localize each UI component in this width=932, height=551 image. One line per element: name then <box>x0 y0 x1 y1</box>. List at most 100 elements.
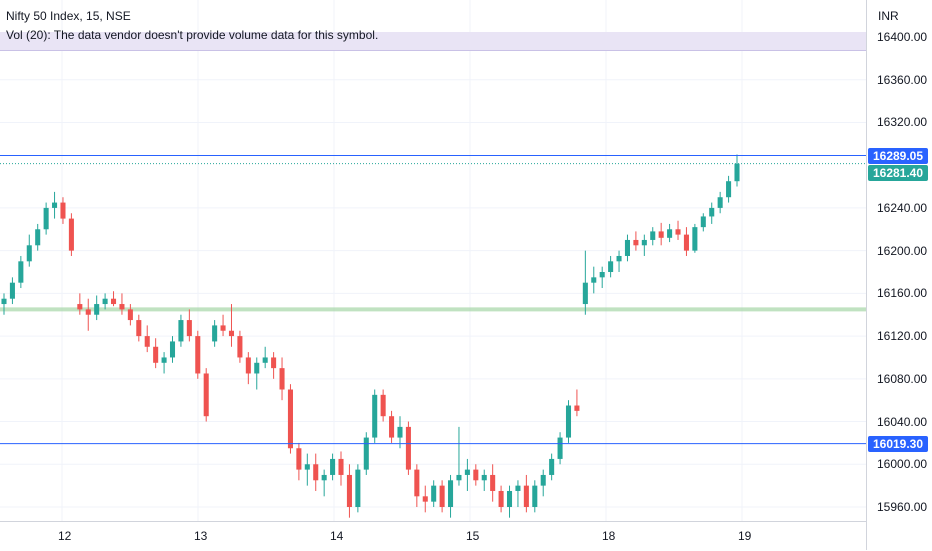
candle-body <box>633 239 639 246</box>
candle <box>523 474 529 513</box>
candle <box>372 389 378 443</box>
candle <box>313 453 319 491</box>
candle-body <box>448 480 454 507</box>
candle <box>35 223 41 251</box>
candle <box>431 480 437 507</box>
candle-body <box>667 229 673 238</box>
candle-body <box>565 405 572 438</box>
candle-body <box>26 245 32 262</box>
candle <box>245 352 251 385</box>
candle <box>279 357 285 401</box>
candle <box>448 474 454 518</box>
candle <box>549 453 555 481</box>
price-tick-label: 16320.00 <box>877 115 928 130</box>
candle <box>650 227 656 246</box>
candle <box>144 325 150 353</box>
candle-body <box>574 405 580 411</box>
candle <box>608 255 614 278</box>
candle <box>237 330 243 363</box>
candle-body <box>515 485 521 491</box>
candle <box>94 295 100 321</box>
price-tick-label: 16120.00 <box>877 329 928 344</box>
candle-body <box>346 474 352 507</box>
candle <box>60 197 66 224</box>
candle-body <box>161 357 167 363</box>
candle-body <box>321 474 327 481</box>
price-tick-label: 16160.00 <box>877 286 928 301</box>
candle <box>616 250 622 272</box>
price-tick-label: 16000.00 <box>877 457 928 472</box>
candle-body <box>85 309 91 315</box>
candle-body <box>271 357 277 369</box>
candle-body <box>532 485 538 507</box>
candle-body <box>557 437 563 459</box>
candle <box>271 352 277 379</box>
candle-body <box>136 320 142 337</box>
candle <box>321 469 327 497</box>
candle-body <box>355 469 361 507</box>
candle-body <box>591 277 597 283</box>
candle-body <box>700 216 706 228</box>
volume-indicator-note[interactable]: Vol (20): The data vendor doesn't provid… <box>6 28 379 42</box>
candle-body <box>717 197 723 208</box>
candle-body <box>296 448 302 470</box>
candle-body <box>287 389 293 449</box>
price-tick-label: 16200.00 <box>877 243 928 258</box>
candle-body <box>380 394 386 417</box>
price-axis[interactable] <box>866 0 932 550</box>
candle <box>700 213 706 232</box>
currency-unit-label: INR <box>878 9 899 23</box>
candle-body <box>658 231 664 238</box>
candle <box>473 464 479 486</box>
candle <box>18 255 24 289</box>
candle-body <box>540 474 546 486</box>
candle <box>111 291 117 307</box>
candle <box>136 314 142 342</box>
time-axis[interactable] <box>0 521 866 551</box>
candle-body <box>422 496 428 502</box>
candle-body <box>144 336 150 347</box>
candle-body <box>608 261 614 272</box>
candles-layer <box>1 154 740 518</box>
candle <box>734 154 740 187</box>
time-tick-label: 12 <box>58 529 72 543</box>
symbol-title[interactable]: Nifty 50 Index, 15, NSE <box>6 9 131 23</box>
candle-body <box>397 426 403 438</box>
level-price-tag[interactable]: 16019.30 <box>868 435 928 452</box>
candle <box>481 469 487 491</box>
candle <box>330 453 336 481</box>
candle <box>532 480 538 513</box>
candle <box>102 293 108 310</box>
candle <box>667 223 673 243</box>
level-price-tag[interactable]: 16289.05 <box>868 147 928 164</box>
candle <box>717 191 723 214</box>
candle-body <box>726 181 732 198</box>
price-tick-label: 16040.00 <box>877 414 928 429</box>
candle <box>389 410 395 443</box>
candle <box>405 421 411 475</box>
candle <box>557 432 563 465</box>
price-tick-label: 16360.00 <box>877 72 928 87</box>
support-band <box>0 307 866 312</box>
candle-body <box>498 490 504 507</box>
candle-body <box>683 234 689 251</box>
candle-body <box>279 368 285 390</box>
candle <box>212 320 218 347</box>
candle-body <box>330 458 336 475</box>
chart-grid <box>0 0 866 521</box>
candle-body <box>414 469 420 497</box>
candle-body <box>616 255 622 262</box>
candle <box>464 458 470 491</box>
time-tick-label: 15 <box>466 529 480 543</box>
candle-body <box>186 320 192 337</box>
candle-body <box>228 330 235 337</box>
candle-body <box>506 490 513 507</box>
candle-body <box>431 485 437 502</box>
time-tick-label: 14 <box>330 529 344 543</box>
candle <box>709 202 715 224</box>
candle <box>574 389 580 417</box>
price-band-layer <box>0 307 866 312</box>
candle <box>220 314 226 337</box>
candle <box>178 314 184 347</box>
